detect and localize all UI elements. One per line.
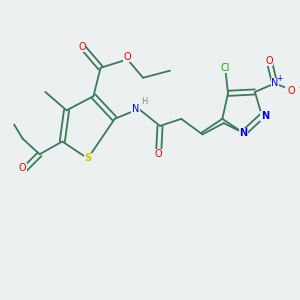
Text: -: - bbox=[298, 82, 300, 92]
Text: O: O bbox=[19, 164, 26, 173]
Text: O: O bbox=[265, 56, 273, 66]
Text: O: O bbox=[78, 42, 86, 52]
Text: N: N bbox=[271, 78, 278, 88]
Text: O: O bbox=[288, 85, 296, 95]
Text: N: N bbox=[239, 128, 247, 138]
Text: Cl: Cl bbox=[220, 63, 230, 73]
Text: S: S bbox=[84, 154, 91, 164]
Text: H: H bbox=[141, 97, 148, 106]
Text: O: O bbox=[124, 52, 131, 61]
Text: N: N bbox=[132, 104, 139, 114]
Text: +: + bbox=[277, 74, 283, 83]
Text: N: N bbox=[261, 111, 269, 121]
Text: O: O bbox=[155, 149, 162, 159]
